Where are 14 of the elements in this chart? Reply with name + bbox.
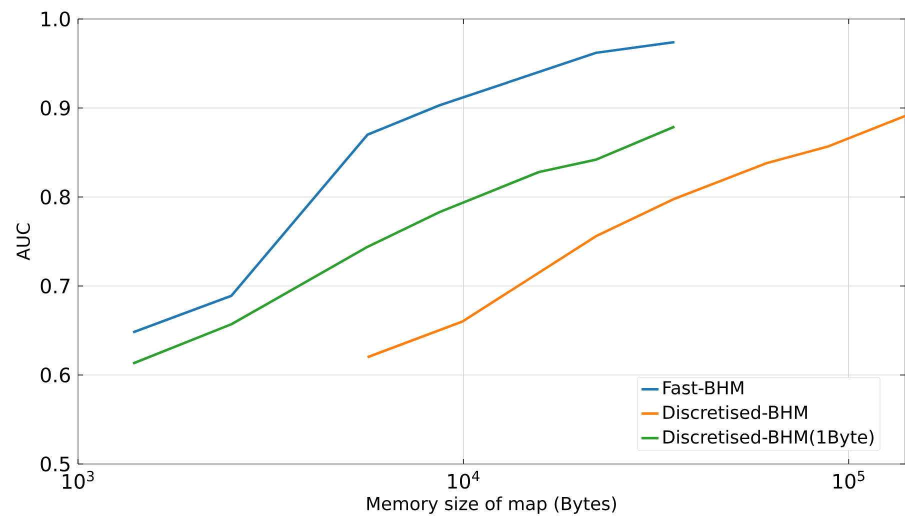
y-tick-label: 0.7 bbox=[40, 278, 70, 294]
legend-label: Discretised-BHM(1Byte) bbox=[664, 430, 874, 448]
x-tick-label: 10$^{5}$ bbox=[834, 470, 864, 489]
y-tick-label: 0.9 bbox=[40, 100, 70, 116]
x-axis-title: Memory size of map (Bytes) bbox=[367, 496, 616, 514]
y-tick-label: 0.8 bbox=[40, 189, 70, 205]
x-tick-label: 10$^{4}$ bbox=[448, 470, 480, 489]
x-tick-label: 10$^{3}$ bbox=[62, 470, 94, 489]
y-tick-label: 0.5 bbox=[40, 456, 70, 472]
legend-label: Fast-BHM bbox=[664, 381, 744, 395]
y-tick-label: 1.0 bbox=[42, 11, 70, 27]
legend-label: Discretised-BHM bbox=[664, 405, 807, 420]
y-axis-title: AUC bbox=[16, 224, 30, 260]
y-tick-label: 0.6 bbox=[40, 367, 70, 383]
